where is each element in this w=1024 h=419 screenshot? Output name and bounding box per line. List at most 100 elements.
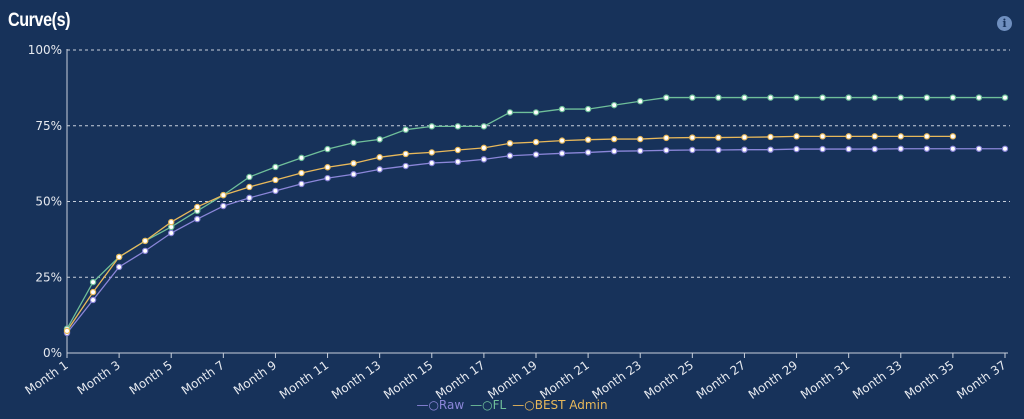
data-point [376,154,383,161]
data-point [428,149,435,156]
x-tick-label: Month 21 [537,358,591,402]
data-point [115,263,123,271]
data-point [558,150,566,157]
x-tick-label: Month 35 [902,358,956,402]
legend-marker-icon: —○ [416,398,439,412]
data-point [897,94,904,101]
data-point [220,191,227,199]
data-point [480,156,488,163]
data-point [298,180,305,188]
data-point [506,152,514,159]
data-point [402,150,409,158]
data-point [610,101,618,109]
data-point [689,94,696,101]
series-line-raw [66,148,1005,334]
data-point [246,194,253,202]
y-tick-label: 50% [35,195,62,209]
info-icon[interactable]: i [997,16,1012,31]
x-tick-label: Month 15 [381,358,435,402]
data-point [324,174,331,182]
data-point [350,171,357,178]
data-point [637,135,644,143]
data-point [558,105,566,113]
data-point [1001,145,1009,152]
data-point [480,144,488,152]
data-point [1001,94,1009,101]
y-tick-label: 75% [35,119,62,133]
data-point [845,145,852,153]
x-tick-label: Month 7 [179,358,227,398]
data-point [715,134,722,141]
data-point [141,247,149,255]
x-tick-label: Month 5 [127,358,175,398]
data-point [793,94,800,101]
data-point [89,288,97,296]
data-point [168,229,175,237]
x-tick-label: Month 23 [589,358,643,402]
data-point [584,105,592,113]
legend-marker-icon: —○ [470,398,493,412]
data-point [402,126,409,133]
data-point [454,123,462,130]
legend-label: Raw [438,398,465,412]
data-point [558,137,566,144]
data-point [506,109,514,116]
legend-label: BEST Admin [534,398,608,412]
x-tick-label: Month 19 [485,358,539,402]
data-point [610,148,618,155]
data-point [194,203,201,211]
legend-label: FL [492,398,507,412]
data-point [272,187,279,195]
legend: —○Raw —○FL —○BEST Admin [0,398,1024,412]
data-point [246,173,253,181]
data-point [402,162,409,170]
x-tick-label: Month 27 [694,358,748,402]
data-point [845,133,852,140]
data-point [454,158,462,166]
data-point [715,146,722,154]
series-line-best-admin [66,135,953,332]
data-point [975,145,983,152]
data-point [298,154,305,162]
data-point [350,139,357,146]
data-point [350,160,357,167]
data-point [428,123,435,130]
data-point [767,146,774,153]
data-point [975,94,983,101]
data-point [741,146,748,153]
data-point [272,163,279,171]
data-point [637,98,644,105]
data-point [767,94,774,101]
data-point [454,146,462,154]
data-point [324,145,331,153]
data-point [949,94,957,101]
x-tick-label: Month 13 [329,358,383,402]
data-point [871,145,878,153]
data-point [923,94,931,101]
data-point [376,166,383,173]
data-point [89,296,97,304]
legend-item[interactable]: —○BEST Admin [512,398,607,412]
data-point [480,123,488,130]
data-point [871,94,878,101]
data-point [584,136,592,143]
data-point [897,145,904,152]
data-point [949,145,957,152]
x-tick-label: Month 37 [954,358,1008,402]
data-point [89,278,97,286]
data-point [819,133,826,140]
x-tick-label: Month 1 [23,358,71,398]
data-point [220,202,227,210]
data-point [741,94,748,101]
x-tick-label: Month 25 [642,358,696,402]
legend-item[interactable]: —○Raw [416,398,464,412]
x-tick-label: Month 33 [850,358,904,402]
x-tick-label: Month 31 [798,358,852,402]
x-tick-label: Month 11 [277,358,331,402]
x-tick-label: Month 29 [746,358,800,402]
legend-item[interactable]: —○FL [470,398,506,412]
y-tick-label: 100% [28,43,62,57]
data-point [298,169,305,177]
data-point [168,218,175,226]
